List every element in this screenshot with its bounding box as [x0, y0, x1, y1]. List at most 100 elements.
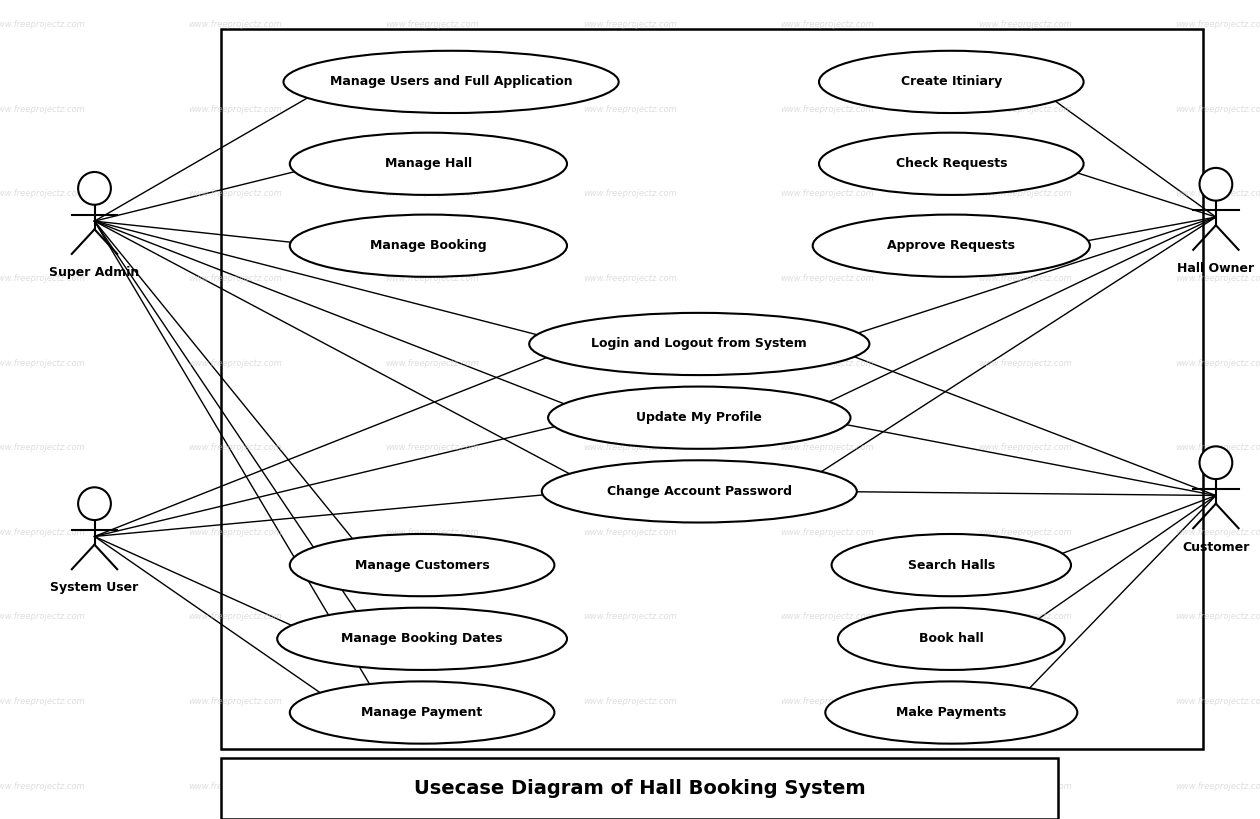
- Text: www.freeprojectz.com: www.freeprojectz.com: [1176, 528, 1260, 536]
- Text: Change Account Password: Change Account Password: [607, 485, 791, 498]
- Bar: [220, 29, 1203, 749]
- Text: www.freeprojectz.com: www.freeprojectz.com: [188, 613, 282, 622]
- Text: www.freeprojectz.com: www.freeprojectz.com: [1176, 782, 1260, 790]
- Ellipse shape: [542, 460, 857, 523]
- Text: Customer: Customer: [1182, 541, 1250, 554]
- Text: www.freeprojectz.com: www.freeprojectz.com: [188, 359, 282, 368]
- Text: www.freeprojectz.com: www.freeprojectz.com: [1176, 443, 1260, 452]
- Ellipse shape: [290, 681, 554, 744]
- Text: www.freeprojectz.com: www.freeprojectz.com: [583, 613, 677, 622]
- Text: www.freeprojectz.com: www.freeprojectz.com: [0, 782, 84, 790]
- Text: www.freeprojectz.com: www.freeprojectz.com: [780, 613, 874, 622]
- Text: www.freeprojectz.com: www.freeprojectz.com: [188, 105, 282, 114]
- Text: Super Admin: Super Admin: [49, 266, 140, 279]
- Text: www.freeprojectz.com: www.freeprojectz.com: [583, 528, 677, 536]
- Text: www.freeprojectz.com: www.freeprojectz.com: [780, 189, 874, 198]
- Text: www.freeprojectz.com: www.freeprojectz.com: [978, 20, 1072, 29]
- Ellipse shape: [277, 608, 567, 670]
- Text: Manage Booking: Manage Booking: [370, 239, 486, 252]
- Text: Search Halls: Search Halls: [907, 559, 995, 572]
- Text: www.freeprojectz.com: www.freeprojectz.com: [0, 613, 84, 622]
- Text: www.freeprojectz.com: www.freeprojectz.com: [0, 189, 84, 198]
- Text: Manage Hall: Manage Hall: [384, 157, 472, 170]
- Text: Manage Customers: Manage Customers: [355, 559, 489, 572]
- Text: www.freeprojectz.com: www.freeprojectz.com: [583, 782, 677, 790]
- Ellipse shape: [1200, 168, 1232, 201]
- Text: www.freeprojectz.com: www.freeprojectz.com: [386, 528, 480, 536]
- Text: www.freeprojectz.com: www.freeprojectz.com: [780, 359, 874, 368]
- Ellipse shape: [78, 172, 111, 205]
- Text: www.freeprojectz.com: www.freeprojectz.com: [386, 613, 480, 622]
- Text: www.freeprojectz.com: www.freeprojectz.com: [386, 697, 480, 706]
- Text: www.freeprojectz.com: www.freeprojectz.com: [0, 274, 84, 283]
- Ellipse shape: [548, 387, 850, 449]
- Text: www.freeprojectz.com: www.freeprojectz.com: [583, 274, 677, 283]
- Text: www.freeprojectz.com: www.freeprojectz.com: [0, 697, 84, 706]
- Text: www.freeprojectz.com: www.freeprojectz.com: [386, 189, 480, 198]
- Text: Book hall: Book hall: [919, 632, 984, 645]
- Ellipse shape: [284, 51, 619, 113]
- Text: www.freeprojectz.com: www.freeprojectz.com: [0, 443, 84, 452]
- Text: www.freeprojectz.com: www.freeprojectz.com: [188, 528, 282, 536]
- Ellipse shape: [838, 608, 1065, 670]
- Text: Manage Payment: Manage Payment: [362, 706, 483, 719]
- Ellipse shape: [832, 534, 1071, 596]
- Text: www.freeprojectz.com: www.freeprojectz.com: [978, 359, 1072, 368]
- Text: www.freeprojectz.com: www.freeprojectz.com: [780, 528, 874, 536]
- Text: Update My Profile: Update My Profile: [636, 411, 762, 424]
- Text: www.freeprojectz.com: www.freeprojectz.com: [1176, 20, 1260, 29]
- Text: www.freeprojectz.com: www.freeprojectz.com: [780, 20, 874, 29]
- Text: www.freeprojectz.com: www.freeprojectz.com: [188, 274, 282, 283]
- Text: www.freeprojectz.com: www.freeprojectz.com: [583, 443, 677, 452]
- Text: www.freeprojectz.com: www.freeprojectz.com: [188, 189, 282, 198]
- Bar: [220, 758, 1058, 819]
- Text: www.freeprojectz.com: www.freeprojectz.com: [1176, 613, 1260, 622]
- Ellipse shape: [819, 51, 1084, 113]
- Text: www.freeprojectz.com: www.freeprojectz.com: [0, 105, 84, 114]
- Text: Manage Users and Full Application: Manage Users and Full Application: [330, 75, 572, 88]
- Text: Login and Logout from System: Login and Logout from System: [591, 337, 808, 351]
- Text: www.freeprojectz.com: www.freeprojectz.com: [386, 105, 480, 114]
- Text: Approve Requests: Approve Requests: [887, 239, 1016, 252]
- Text: www.freeprojectz.com: www.freeprojectz.com: [386, 443, 480, 452]
- Text: www.freeprojectz.com: www.freeprojectz.com: [386, 359, 480, 368]
- Text: Create Itiniary: Create Itiniary: [901, 75, 1002, 88]
- Text: www.freeprojectz.com: www.freeprojectz.com: [1176, 697, 1260, 706]
- Text: www.freeprojectz.com: www.freeprojectz.com: [188, 443, 282, 452]
- Text: www.freeprojectz.com: www.freeprojectz.com: [1176, 189, 1260, 198]
- Ellipse shape: [529, 313, 869, 375]
- Text: Make Payments: Make Payments: [896, 706, 1007, 719]
- Ellipse shape: [290, 215, 567, 277]
- Text: www.freeprojectz.com: www.freeprojectz.com: [780, 105, 874, 114]
- Text: www.freeprojectz.com: www.freeprojectz.com: [188, 782, 282, 790]
- Text: www.freeprojectz.com: www.freeprojectz.com: [780, 274, 874, 283]
- Text: www.freeprojectz.com: www.freeprojectz.com: [1176, 359, 1260, 368]
- Text: www.freeprojectz.com: www.freeprojectz.com: [978, 189, 1072, 198]
- Text: www.freeprojectz.com: www.freeprojectz.com: [583, 105, 677, 114]
- Text: www.freeprojectz.com: www.freeprojectz.com: [583, 189, 677, 198]
- Text: Manage Booking Dates: Manage Booking Dates: [341, 632, 503, 645]
- Text: www.freeprojectz.com: www.freeprojectz.com: [188, 697, 282, 706]
- Text: www.freeprojectz.com: www.freeprojectz.com: [1176, 105, 1260, 114]
- Ellipse shape: [290, 534, 554, 596]
- Ellipse shape: [813, 215, 1090, 277]
- Text: www.freeprojectz.com: www.freeprojectz.com: [780, 782, 874, 790]
- Text: www.freeprojectz.com: www.freeprojectz.com: [978, 613, 1072, 622]
- Text: www.freeprojectz.com: www.freeprojectz.com: [386, 782, 480, 790]
- Text: Usecase Diagram of Hall Booking System: Usecase Diagram of Hall Booking System: [413, 779, 866, 798]
- Ellipse shape: [825, 681, 1077, 744]
- Text: www.freeprojectz.com: www.freeprojectz.com: [386, 274, 480, 283]
- Text: www.freeprojectz.com: www.freeprojectz.com: [0, 20, 84, 29]
- Text: www.freeprojectz.com: www.freeprojectz.com: [978, 274, 1072, 283]
- Ellipse shape: [290, 133, 567, 195]
- Ellipse shape: [819, 133, 1084, 195]
- Text: www.freeprojectz.com: www.freeprojectz.com: [386, 20, 480, 29]
- Text: System User: System User: [50, 581, 139, 595]
- Text: www.freeprojectz.com: www.freeprojectz.com: [0, 359, 84, 368]
- Ellipse shape: [1200, 446, 1232, 479]
- Text: www.freeprojectz.com: www.freeprojectz.com: [1176, 274, 1260, 283]
- Text: www.freeprojectz.com: www.freeprojectz.com: [978, 443, 1072, 452]
- Text: www.freeprojectz.com: www.freeprojectz.com: [583, 20, 677, 29]
- Text: www.freeprojectz.com: www.freeprojectz.com: [978, 782, 1072, 790]
- Text: www.freeprojectz.com: www.freeprojectz.com: [188, 20, 282, 29]
